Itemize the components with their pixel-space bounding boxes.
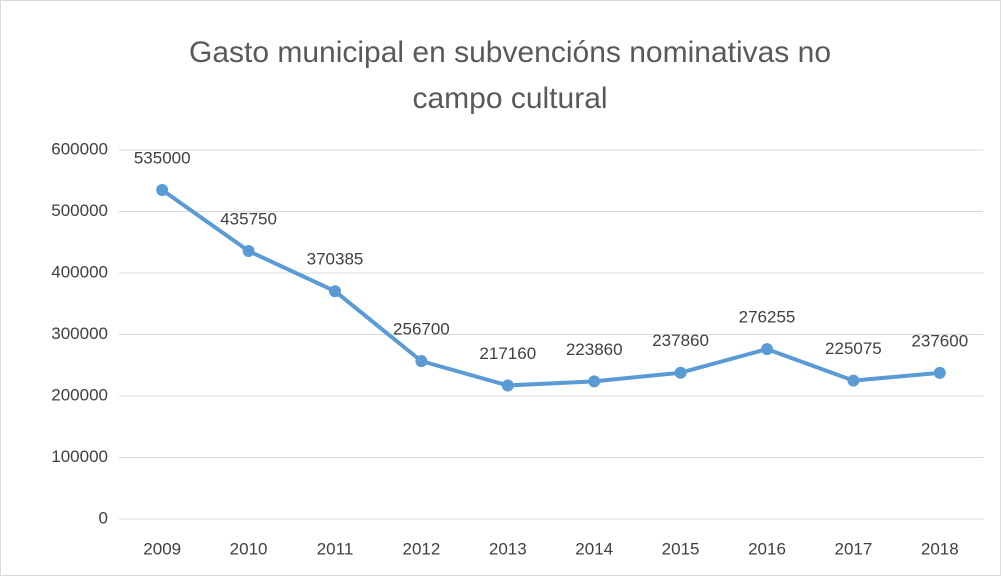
data-label: 370385	[307, 250, 364, 269]
marker	[156, 183, 169, 196]
x-tick-label: 2013	[489, 539, 527, 558]
data-label: 217160	[479, 344, 536, 363]
marker	[501, 379, 514, 392]
y-tick-label: 100000	[51, 447, 108, 466]
x-tick-label: 2018	[921, 539, 959, 558]
data-label: 223860	[566, 340, 623, 359]
x-tick-label: 2012	[402, 539, 440, 558]
marker	[933, 366, 946, 379]
marker	[415, 355, 428, 368]
x-tick-label: 2010	[230, 539, 268, 558]
marker	[674, 366, 687, 379]
y-tick-label: 400000	[51, 262, 108, 281]
line	[161, 188, 940, 388]
marker	[242, 245, 255, 258]
marker	[761, 343, 773, 356]
data-label: 225075	[825, 339, 882, 358]
x-tick-label: 2015	[662, 539, 700, 558]
y-tick-label: 500000	[51, 201, 108, 220]
chart-title: Gasto municipal en subvencións nominativ…	[188, 36, 832, 115]
marker	[329, 285, 341, 298]
x-tick-label: 2014	[575, 539, 613, 558]
x-tick-label: 2009	[143, 539, 181, 558]
marker	[847, 374, 860, 387]
data-label: 435750	[220, 209, 277, 228]
data-label: 535000	[134, 148, 191, 167]
data-label: 237860	[652, 331, 709, 350]
data-label: 256700	[393, 320, 450, 339]
y-tick-label: 300000	[51, 324, 108, 343]
y-tick-label: 0	[99, 508, 108, 527]
x-tick-label: 2011	[317, 539, 354, 558]
data-label: 237600	[911, 331, 968, 350]
marker	[588, 375, 601, 388]
y-tick-label: 200000	[51, 385, 108, 404]
x-tick-label: 2017	[834, 539, 872, 558]
y-tick-label: 600000	[51, 139, 108, 158]
data-label: 276255	[739, 308, 796, 327]
x-tick-label: 2016	[748, 539, 786, 558]
